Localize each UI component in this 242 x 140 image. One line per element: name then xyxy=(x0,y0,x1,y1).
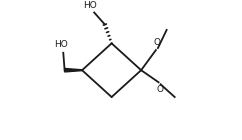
Text: O: O xyxy=(154,38,161,47)
Polygon shape xyxy=(65,68,82,72)
Text: O: O xyxy=(156,85,163,94)
Text: HO: HO xyxy=(54,40,68,49)
Text: HO: HO xyxy=(83,1,97,10)
